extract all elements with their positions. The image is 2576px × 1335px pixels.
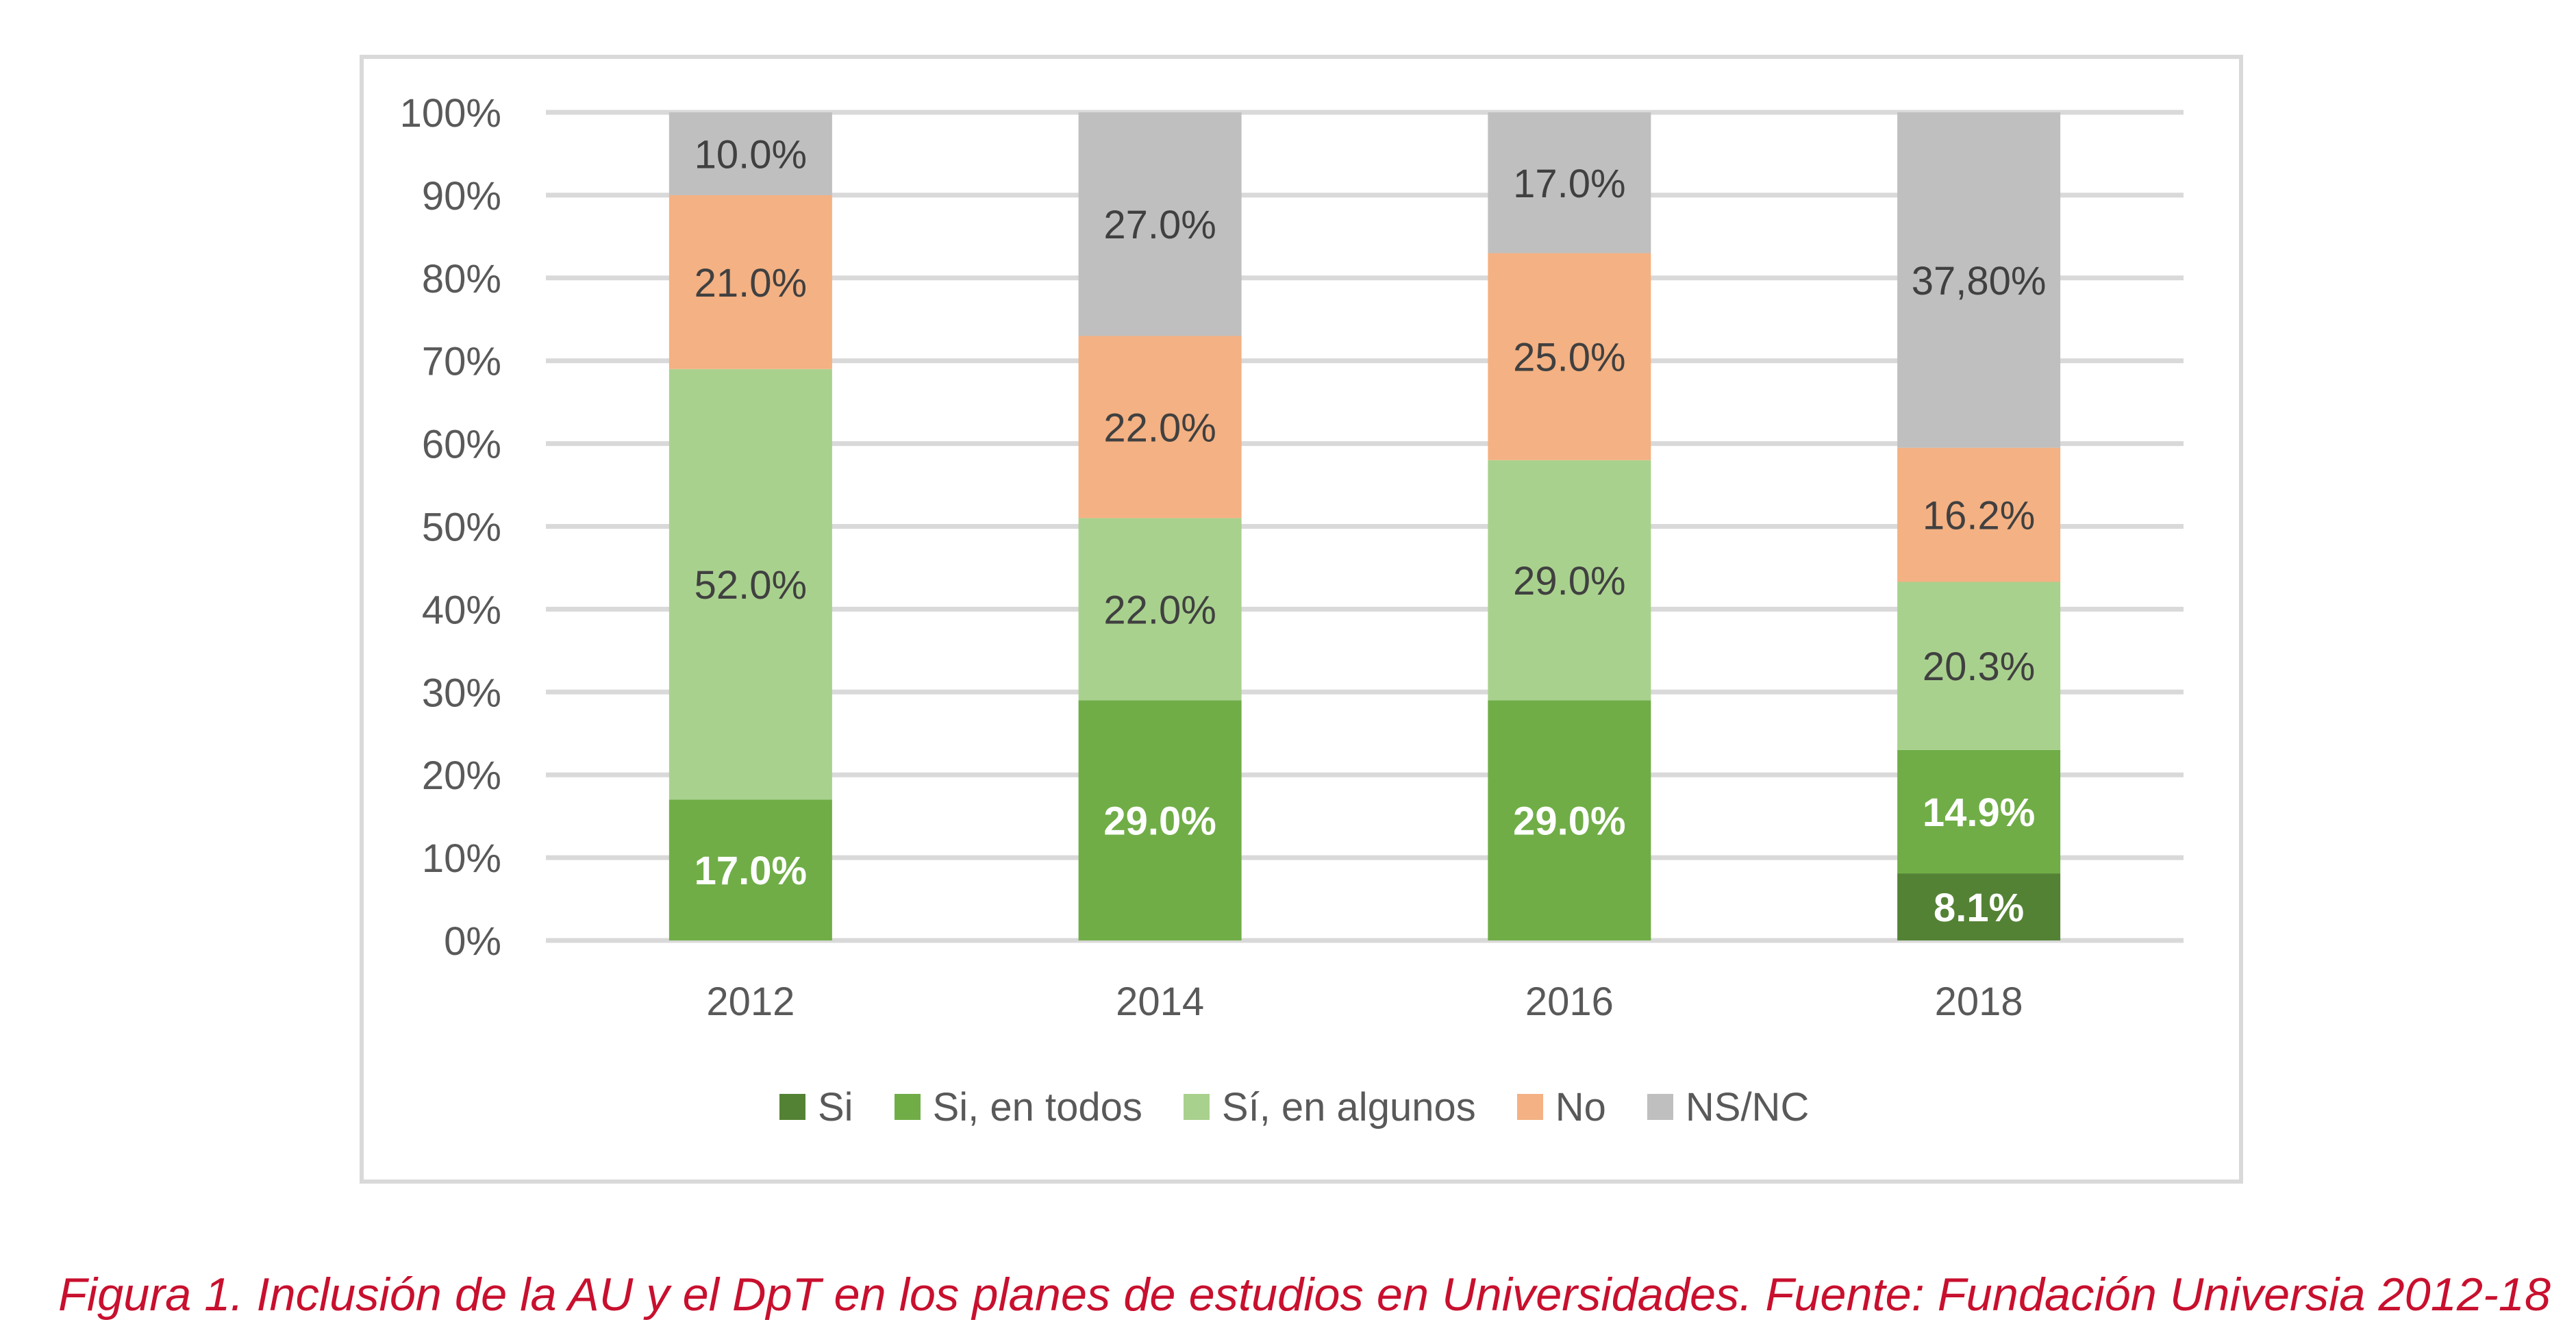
legend-label-ns-nc: NS/NC	[1685, 1084, 1810, 1130]
legend-item-no: No	[1516, 1084, 1606, 1130]
bar-segment	[1078, 700, 1242, 940]
bar-segment	[668, 112, 832, 195]
bar-segment	[1897, 749, 2061, 874]
data-label: 29.0%	[1513, 799, 1625, 844]
x-tick-label: 2016	[1525, 980, 1614, 1024]
data-labels: 17.0% 52.0% 21.0% 10.0% 29.0% 22.0% 22.0% 27.0%…	[695, 132, 2047, 930]
bars	[668, 112, 2061, 940]
y-tick-label: 90%	[422, 174, 501, 219]
bar-segment	[1488, 700, 1651, 940]
bar-segment	[1897, 112, 2061, 448]
data-label: 14.9%	[1923, 790, 2035, 835]
data-label: 21.0%	[695, 261, 807, 305]
x-tick-label: 2018	[1935, 980, 2023, 1024]
bar-segment	[1897, 873, 2061, 940]
data-label: 27.0%	[1103, 203, 1216, 247]
legend-label-no: No	[1555, 1084, 1606, 1130]
y-tick-label: 40%	[422, 588, 501, 632]
legend-swatch-si-en-algunos	[1183, 1094, 1210, 1120]
data-label: 16.2%	[1923, 494, 2035, 538]
bar-segment	[1078, 518, 1242, 701]
data-label: 52.0%	[695, 563, 807, 608]
legend-swatch-no	[1516, 1094, 1543, 1120]
y-tick-label: 20%	[422, 753, 501, 798]
bar-segment	[1488, 112, 1651, 253]
legend-label-si-en-algunos: Sí, en algunos	[1221, 1084, 1476, 1130]
y-tick-label: 0%	[444, 919, 501, 964]
data-label: 17.0%	[1513, 162, 1625, 206]
x-tick-label: 2012	[706, 980, 795, 1024]
y-tick-label: 60%	[422, 423, 501, 467]
bar-segment	[668, 369, 832, 800]
data-label: 20.3%	[1923, 645, 2035, 689]
bar-segment	[1897, 582, 2061, 750]
x-axis-tick-labels: 2012 2014 2016 2018	[706, 980, 2023, 1024]
bar-segment	[1488, 253, 1651, 460]
figure-caption: Figura 1. Inclusión de la AU y el DpT en…	[58, 1269, 2551, 1321]
legend-item-si-en-todos: Si, en todos	[894, 1084, 1142, 1130]
chart-legend: Si Si, en todos Sí, en algunos No NS/NC	[779, 1080, 1809, 1134]
data-label: 37,80%	[1912, 259, 2047, 303]
bar-segment	[1897, 447, 2061, 582]
legend-swatch-si	[779, 1094, 805, 1120]
bar-segment	[1078, 112, 1242, 336]
y-tick-label: 70%	[422, 340, 501, 384]
legend-swatch-si-en-todos	[894, 1094, 921, 1120]
data-label: 8.1%	[1934, 886, 2024, 930]
data-label: 10.0%	[695, 132, 807, 177]
legend-item-si-en-algunos: Sí, en algunos	[1183, 1084, 1476, 1130]
y-tick-label: 100%	[400, 91, 501, 136]
data-label: 17.0%	[695, 849, 807, 893]
x-tick-label: 2014	[1116, 980, 1204, 1024]
y-tick-label: 80%	[422, 257, 501, 301]
bar-segment	[668, 195, 832, 369]
data-label: 29.0%	[1513, 559, 1625, 603]
y-axis-tick-labels: 0% 10% 20% 30% 40% 50% 60% 70% 80% 90% 100%	[400, 91, 501, 964]
bar-segment	[668, 799, 832, 940]
data-label: 22.0%	[1103, 406, 1216, 450]
legend-label-si: Si	[818, 1084, 853, 1130]
data-label: 25.0%	[1513, 336, 1625, 380]
y-tick-label: 30%	[422, 671, 501, 715]
y-tick-label: 50%	[422, 506, 501, 550]
bar-segment	[1488, 460, 1651, 701]
data-label: 22.0%	[1103, 588, 1216, 632]
legend-label-si-en-todos: Si, en todos	[932, 1084, 1142, 1130]
y-tick-label: 10%	[422, 836, 501, 881]
legend-swatch-ns-nc	[1647, 1094, 1673, 1120]
figure-caption-container: Figura 1. Inclusión de la AU y el DpT en…	[58, 1269, 2551, 1321]
data-label: 29.0%	[1103, 799, 1216, 844]
legend-item-ns-nc: NS/NC	[1647, 1084, 1809, 1130]
bar-segment	[1078, 336, 1242, 519]
legend-item-si: Si	[779, 1084, 853, 1130]
